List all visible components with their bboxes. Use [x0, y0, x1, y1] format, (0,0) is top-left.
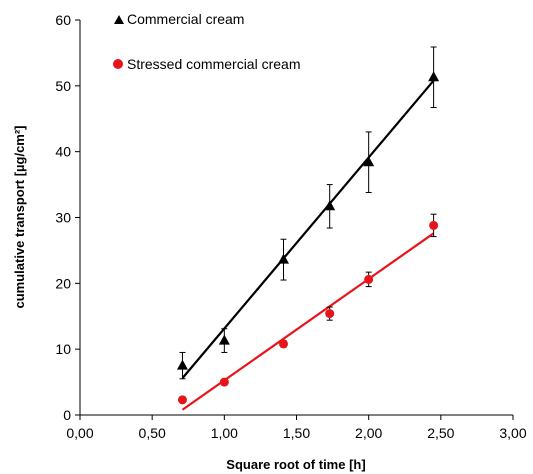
x-tick-label: 0,00	[66, 425, 93, 441]
y-tick-label: 30	[55, 210, 71, 226]
y-axis-title: cumulative transport [µg/cm²]	[12, 125, 27, 308]
x-tick-label: 1,00	[211, 425, 238, 441]
x-axis-title: Square root of time [h]	[226, 457, 365, 472]
x-tick-label: 3,00	[499, 425, 526, 441]
point-stressed	[177, 395, 187, 405]
point-commercial	[324, 200, 336, 211]
legend-triangle-marker	[114, 15, 124, 24]
axes	[79, 20, 513, 416]
legend-label-stressed: Stressed commercial cream	[127, 56, 301, 72]
data-points	[176, 71, 440, 405]
point-stressed	[219, 377, 229, 387]
y-tick-label: 10	[55, 341, 71, 357]
y-tick-label: 20	[55, 275, 71, 291]
y-tick-label: 40	[55, 144, 71, 160]
point-stressed	[364, 274, 374, 284]
y-tick-label: 0	[63, 407, 71, 423]
error-bars	[179, 46, 437, 380]
point-commercial	[428, 71, 440, 82]
trendlines	[181, 79, 435, 411]
legend-item-stressed: Stressed commercial cream	[113, 56, 301, 72]
point-commercial	[363, 156, 375, 167]
y-tick-label: 50	[55, 78, 71, 94]
point-commercial	[218, 334, 230, 345]
x-tick-label: 0,50	[139, 425, 166, 441]
point-stressed	[429, 220, 439, 230]
y-tick-label: 60	[55, 12, 71, 28]
point-commercial	[278, 253, 290, 264]
legend-label-commercial: Commercial cream	[127, 11, 244, 27]
point-commercial	[176, 359, 188, 370]
x-tick-label: 1,50	[283, 425, 310, 441]
point-stressed	[325, 309, 335, 319]
legend-item-commercial: Commercial cream	[114, 11, 244, 27]
legend-circle-marker	[113, 59, 123, 69]
ticks: 0,00 0,50 1,00 1,50 2,00 2,50 3,00 0 10 20 30 40 50 6…	[55, 12, 526, 441]
x-tick-label: 2,00	[355, 425, 382, 441]
x-tick-label: 2,50	[427, 425, 454, 441]
trendline-commercial	[181, 79, 435, 379]
point-stressed	[279, 339, 289, 349]
legend: Commercial cream Stressed commercial cre…	[113, 11, 301, 72]
